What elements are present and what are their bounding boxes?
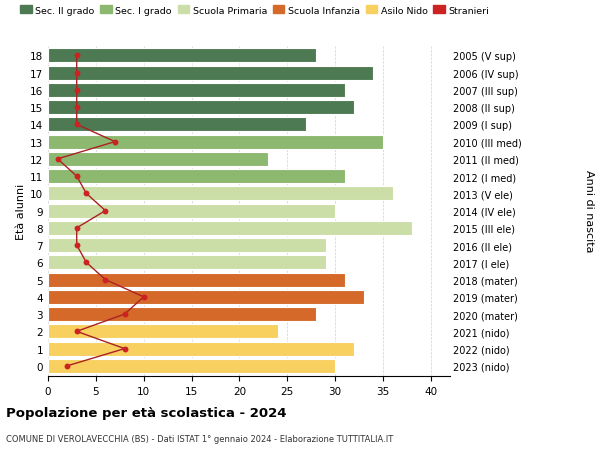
Text: Popolazione per età scolastica - 2024: Popolazione per età scolastica - 2024	[6, 406, 287, 419]
Bar	[48, 170, 345, 184]
Bar	[48, 290, 364, 304]
Bar	[48, 273, 345, 287]
Bar	[48, 187, 392, 201]
Point	[139, 294, 149, 301]
Point	[72, 121, 82, 129]
Point	[101, 276, 110, 284]
Point	[72, 225, 82, 232]
Bar	[48, 67, 373, 80]
Point	[72, 70, 82, 77]
Point	[82, 190, 91, 197]
Bar	[48, 256, 326, 270]
Point	[72, 104, 82, 112]
Text: COMUNE DI VEROLAVECCHIA (BS) - Dati ISTAT 1° gennaio 2024 - Elaborazione TUTTITA: COMUNE DI VEROLAVECCHIA (BS) - Dati ISTA…	[6, 434, 393, 443]
Legend: Sec. II grado, Sec. I grado, Scuola Primaria, Scuola Infanzia, Asilo Nido, Stran: Sec. II grado, Sec. I grado, Scuola Prim…	[17, 3, 493, 19]
Bar	[48, 239, 326, 252]
Y-axis label: Età alunni: Età alunni	[16, 183, 26, 239]
Bar	[48, 359, 335, 373]
Bar	[48, 152, 268, 167]
Point	[82, 259, 91, 266]
Point	[62, 363, 72, 370]
Bar	[48, 308, 316, 321]
Point	[53, 156, 62, 163]
Point	[120, 345, 130, 353]
Text: Anni di nascita: Anni di nascita	[584, 170, 594, 252]
Point	[110, 139, 120, 146]
Point	[72, 328, 82, 335]
Point	[72, 52, 82, 60]
Point	[120, 311, 130, 318]
Point	[72, 87, 82, 95]
Bar	[48, 204, 335, 218]
Point	[101, 207, 110, 215]
Bar	[48, 84, 345, 98]
Bar	[48, 118, 307, 132]
Bar	[48, 342, 354, 356]
Bar	[48, 49, 316, 63]
Point	[72, 173, 82, 180]
Bar	[48, 101, 354, 115]
Bar	[48, 135, 383, 149]
Point	[72, 242, 82, 249]
Bar	[48, 221, 412, 235]
Bar	[48, 325, 278, 339]
